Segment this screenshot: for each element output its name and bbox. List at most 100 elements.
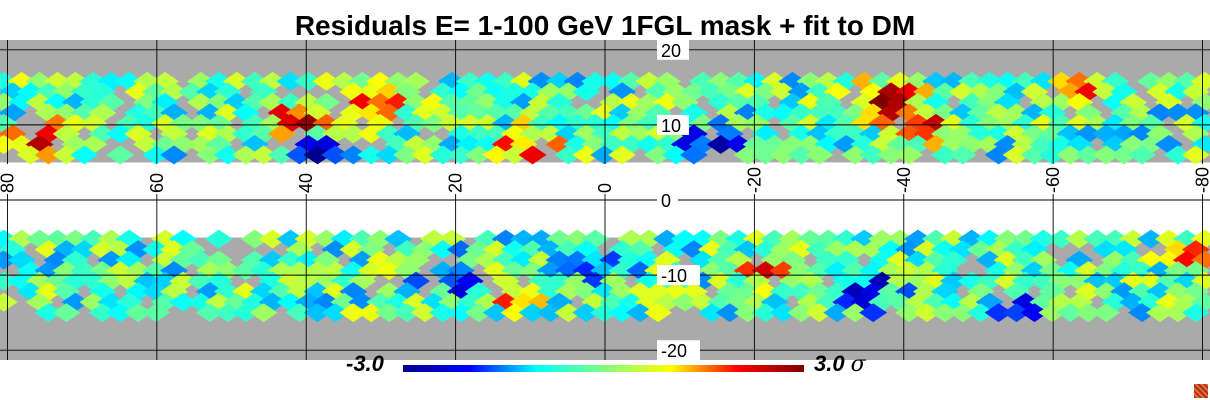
residual-cell <box>213 145 242 165</box>
residual-cell <box>724 71 753 91</box>
residual-cell <box>195 303 224 323</box>
residual-cell <box>222 71 251 91</box>
residual-cell <box>608 303 637 323</box>
corner-resize-icon[interactable] <box>1194 384 1208 398</box>
residual-cell <box>1047 71 1076 91</box>
residual-cell <box>195 145 224 165</box>
residual-cell <box>61 292 90 312</box>
residual-cell <box>249 303 278 323</box>
residual-cell <box>572 145 601 165</box>
residual-cell <box>177 240 206 260</box>
residual-cell <box>1002 82 1031 102</box>
residual-cell <box>222 292 251 312</box>
residual-cell <box>554 145 583 165</box>
residual-cell <box>581 113 610 133</box>
residual-cell <box>133 71 162 91</box>
residual-cell <box>608 282 637 302</box>
residual-cell <box>1119 113 1148 133</box>
residual-cell <box>608 103 637 123</box>
residual-cell <box>7 229 36 249</box>
residual-cell <box>895 240 923 260</box>
residual-cell <box>1190 71 1210 91</box>
residual-cell <box>1163 303 1192 323</box>
residual-cell <box>975 271 1004 291</box>
residual-cell <box>877 145 906 165</box>
residual-cell <box>276 71 305 91</box>
residual-cell <box>393 303 422 323</box>
residual-cell <box>61 271 90 291</box>
x-tick-label: -60 <box>1043 167 1063 193</box>
tick-label-bg <box>657 265 700 286</box>
residual-cell <box>34 82 63 102</box>
residual-cell <box>608 145 637 165</box>
residual-cell <box>688 271 717 291</box>
residual-cell <box>258 92 287 112</box>
tick-label-bg <box>892 164 912 194</box>
residual-cell <box>1190 92 1210 112</box>
residual-cell <box>1190 134 1210 154</box>
residual-cell <box>1163 82 1192 102</box>
residual-cell <box>688 113 717 133</box>
residual-cell <box>644 303 673 323</box>
residual-cell <box>1056 145 1085 165</box>
residual-cell <box>1056 82 1085 102</box>
residual-cell <box>760 134 789 154</box>
residual-cell <box>16 145 45 165</box>
residual-cell <box>1101 113 1130 133</box>
residual-cell <box>1137 71 1165 91</box>
residual-cell <box>357 124 386 144</box>
residual-cell <box>393 240 422 260</box>
residual-cell <box>482 145 511 165</box>
residual-cell <box>697 240 726 260</box>
residual-cell <box>805 145 834 165</box>
residual-cell <box>115 113 144 133</box>
residual-cell <box>43 113 72 133</box>
residual-cell <box>186 113 215 133</box>
residual-cell <box>88 82 117 102</box>
residual-cell <box>536 240 565 260</box>
residual-cell <box>769 240 798 260</box>
residual-cell <box>160 145 189 165</box>
residual-cell <box>688 134 717 154</box>
residual-cell <box>43 71 72 91</box>
residual-cell <box>877 240 906 260</box>
residual-cell <box>1145 303 1174 323</box>
residual-cell <box>106 124 135 144</box>
residual-cell <box>805 303 834 323</box>
residual-cell <box>151 134 180 154</box>
residual-cell <box>357 303 386 323</box>
residual-cell <box>1065 229 1094 249</box>
colorbar-unit: σ <box>850 352 866 377</box>
residual-cell <box>411 303 439 323</box>
residual-cell <box>957 292 986 312</box>
residual-cell <box>742 92 771 112</box>
residual-cell <box>1092 124 1121 144</box>
residual-cell <box>975 113 1004 133</box>
residual-cell <box>61 113 90 133</box>
residual-cell <box>375 145 404 165</box>
residual-cell <box>1020 145 1049 165</box>
residual-cell <box>1002 145 1031 165</box>
residual-cell <box>545 71 574 91</box>
residual-cell <box>1119 292 1148 312</box>
residual-cell <box>124 82 153 102</box>
residual-cell <box>608 261 637 281</box>
residual-cell <box>653 250 681 270</box>
colorbar <box>403 365 804 372</box>
residual-cell <box>769 145 798 165</box>
residual-cell <box>446 303 475 323</box>
residual-cell <box>787 240 816 260</box>
residual-cell <box>859 303 888 323</box>
residual-cell <box>1190 250 1210 270</box>
residual-cell <box>294 71 323 91</box>
residual-cell <box>518 303 547 323</box>
residual-cell <box>1119 92 1148 112</box>
residual-cell <box>751 303 780 323</box>
residual-cell <box>670 292 699 312</box>
residual-cell <box>706 134 735 154</box>
residual-cell <box>563 134 592 154</box>
residual-cell <box>321 303 350 323</box>
residual-cell <box>653 292 681 312</box>
residual-cell <box>895 82 923 102</box>
